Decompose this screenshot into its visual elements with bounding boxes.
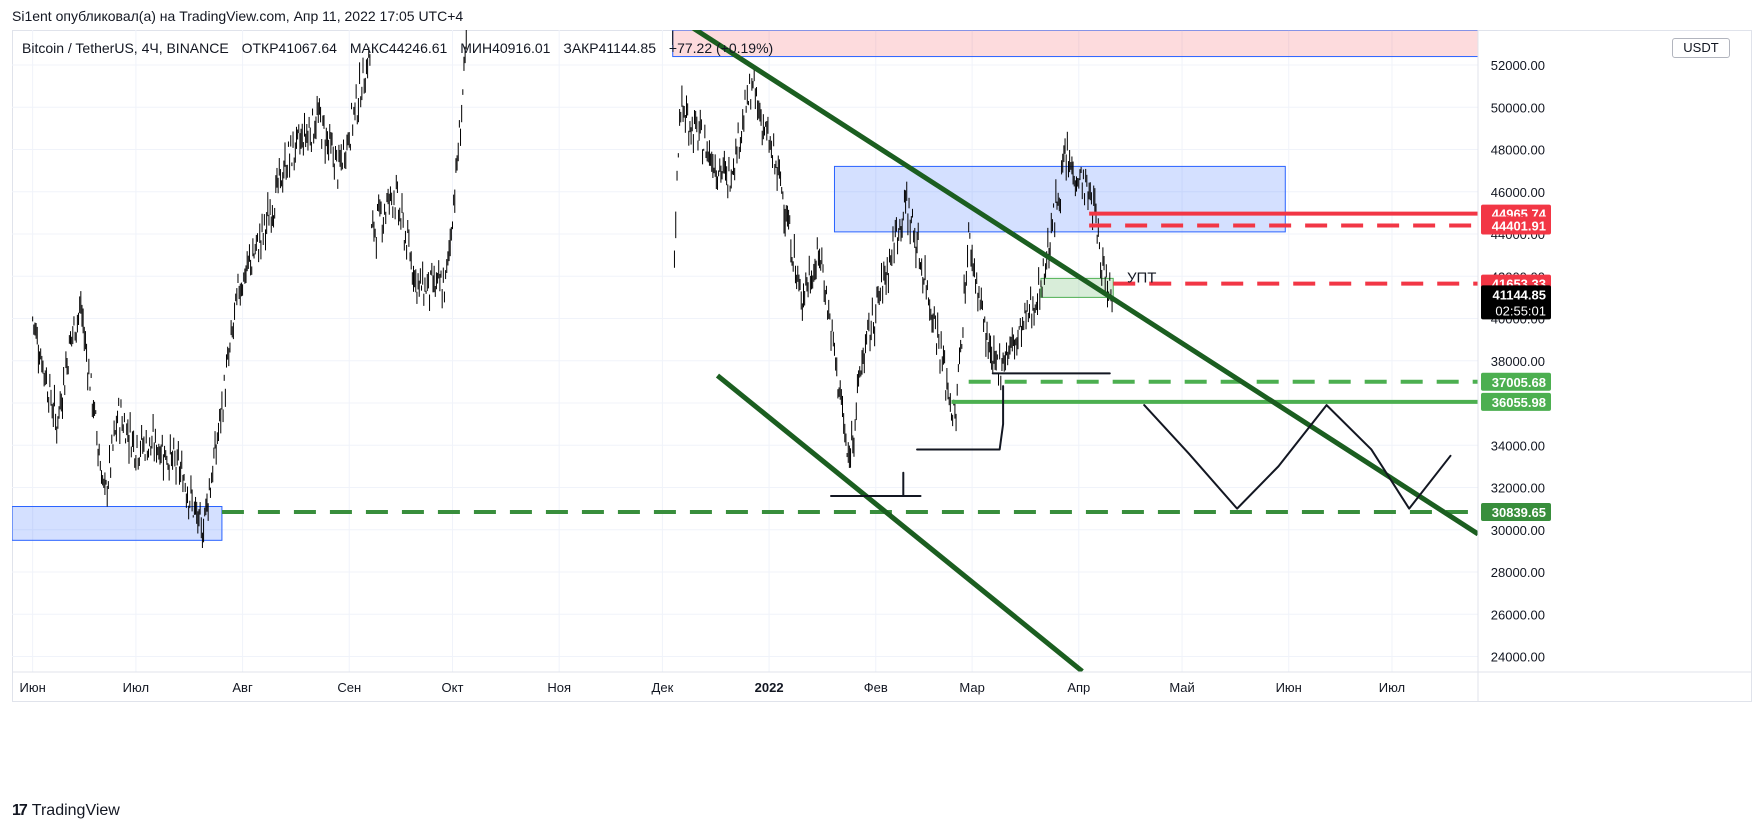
- x-tick-label: Июн: [1276, 680, 1302, 695]
- x-tick-label: Фев: [864, 680, 888, 695]
- y-tick-label: 34000.00: [1491, 438, 1545, 453]
- x-tick-label: Мар: [959, 680, 984, 695]
- x-tick-label: Дек: [652, 680, 674, 695]
- symbol-name[interactable]: Bitcoin / TetherUS, 4Ч, BINANCE: [22, 40, 229, 56]
- y-tick-label: 46000.00: [1491, 185, 1545, 200]
- x-tick-label: Апр: [1067, 680, 1090, 695]
- ohlc-change: +77.22 (+0.19%): [668, 40, 774, 56]
- ohlc-close: ЗАКР41144.85: [563, 40, 656, 56]
- support-zone: [12, 506, 223, 541]
- trendline-upper: [691, 30, 1478, 537]
- symbol-info: Bitcoin / TetherUS, 4Ч, BINANCE ОТКР4106…: [22, 40, 782, 56]
- x-tick-label: Окт: [442, 680, 464, 695]
- currency-button[interactable]: USDT: [1672, 38, 1730, 58]
- drawing-layer: УПТ: [221, 30, 1478, 672]
- zone-layer: [12, 30, 1478, 541]
- price-series: [32, 30, 1113, 548]
- x-tick-label: Май: [1169, 680, 1194, 695]
- ohlc-high: МАКС44246.61: [349, 40, 448, 56]
- publisher-header: Si1ent опубликовал(а) на TradingView.com…: [12, 8, 464, 24]
- ohlc-open: ОТКР41067.64: [241, 40, 337, 56]
- x-tick-label: Ноя: [547, 680, 571, 695]
- y-tick-label: 24000.00: [1491, 650, 1545, 665]
- x-tick-label: Июн: [20, 680, 46, 695]
- y-tick-label: 52000.00: [1491, 58, 1545, 73]
- x-tick-label: Авг: [232, 680, 253, 695]
- sketch-forecast-path: [1143, 404, 1452, 510]
- ohlc-low: МИН40916.01: [460, 40, 551, 56]
- y-tick-label: 26000.00: [1491, 607, 1545, 622]
- price-tag-label: 30839.65: [1492, 505, 1546, 520]
- tradingview-brand: TradingView: [31, 802, 120, 819]
- y-tick-label: 38000.00: [1491, 354, 1545, 369]
- price-tag-label: 37005.68: [1492, 375, 1546, 390]
- trendline-lower: [715, 373, 1084, 672]
- price-tag-label: 41144.85: [1492, 287, 1546, 302]
- price-tag: [1481, 285, 1551, 320]
- price-tag-label: 36055.98: [1492, 395, 1546, 410]
- y-tick-label: 48000.00: [1491, 143, 1545, 158]
- y-tick-label: 28000.00: [1491, 565, 1545, 580]
- x-tick-label: Сен: [337, 680, 361, 695]
- grid-layer: [12, 30, 1478, 672]
- x-tick-label: 2022: [755, 680, 784, 695]
- y-tick-label: 50000.00: [1491, 100, 1545, 115]
- price-tag: [1481, 503, 1551, 522]
- tradingview-logo[interactable]: 17 TradingView: [12, 802, 120, 820]
- upt-annotation: УПТ: [1127, 270, 1156, 287]
- y-tick-label: 32000.00: [1491, 481, 1545, 496]
- price-tag-layer: 44965.7444401.9141653.3341144.8502:55:01…: [1481, 204, 1551, 522]
- x-tick-label: Июл: [123, 680, 149, 695]
- price-tag: [1481, 392, 1551, 411]
- x-tick-label: Июл: [1379, 680, 1405, 695]
- tradingview-icon: 17: [12, 802, 28, 819]
- sketch-step-2: [916, 385, 1005, 451]
- price-tag-label: 44401.91: [1492, 219, 1546, 234]
- countdown-label: 02:55:01: [1495, 303, 1546, 318]
- price-tag: [1481, 216, 1551, 235]
- supply-zone-top: [672, 30, 1478, 58]
- price-tag: [1481, 372, 1551, 391]
- axis-layer: 52000.0050000.0048000.0046000.0044000.00…: [12, 30, 1751, 702]
- y-tick-label: 30000.00: [1491, 523, 1545, 538]
- resistance-zone: [833, 165, 1286, 233]
